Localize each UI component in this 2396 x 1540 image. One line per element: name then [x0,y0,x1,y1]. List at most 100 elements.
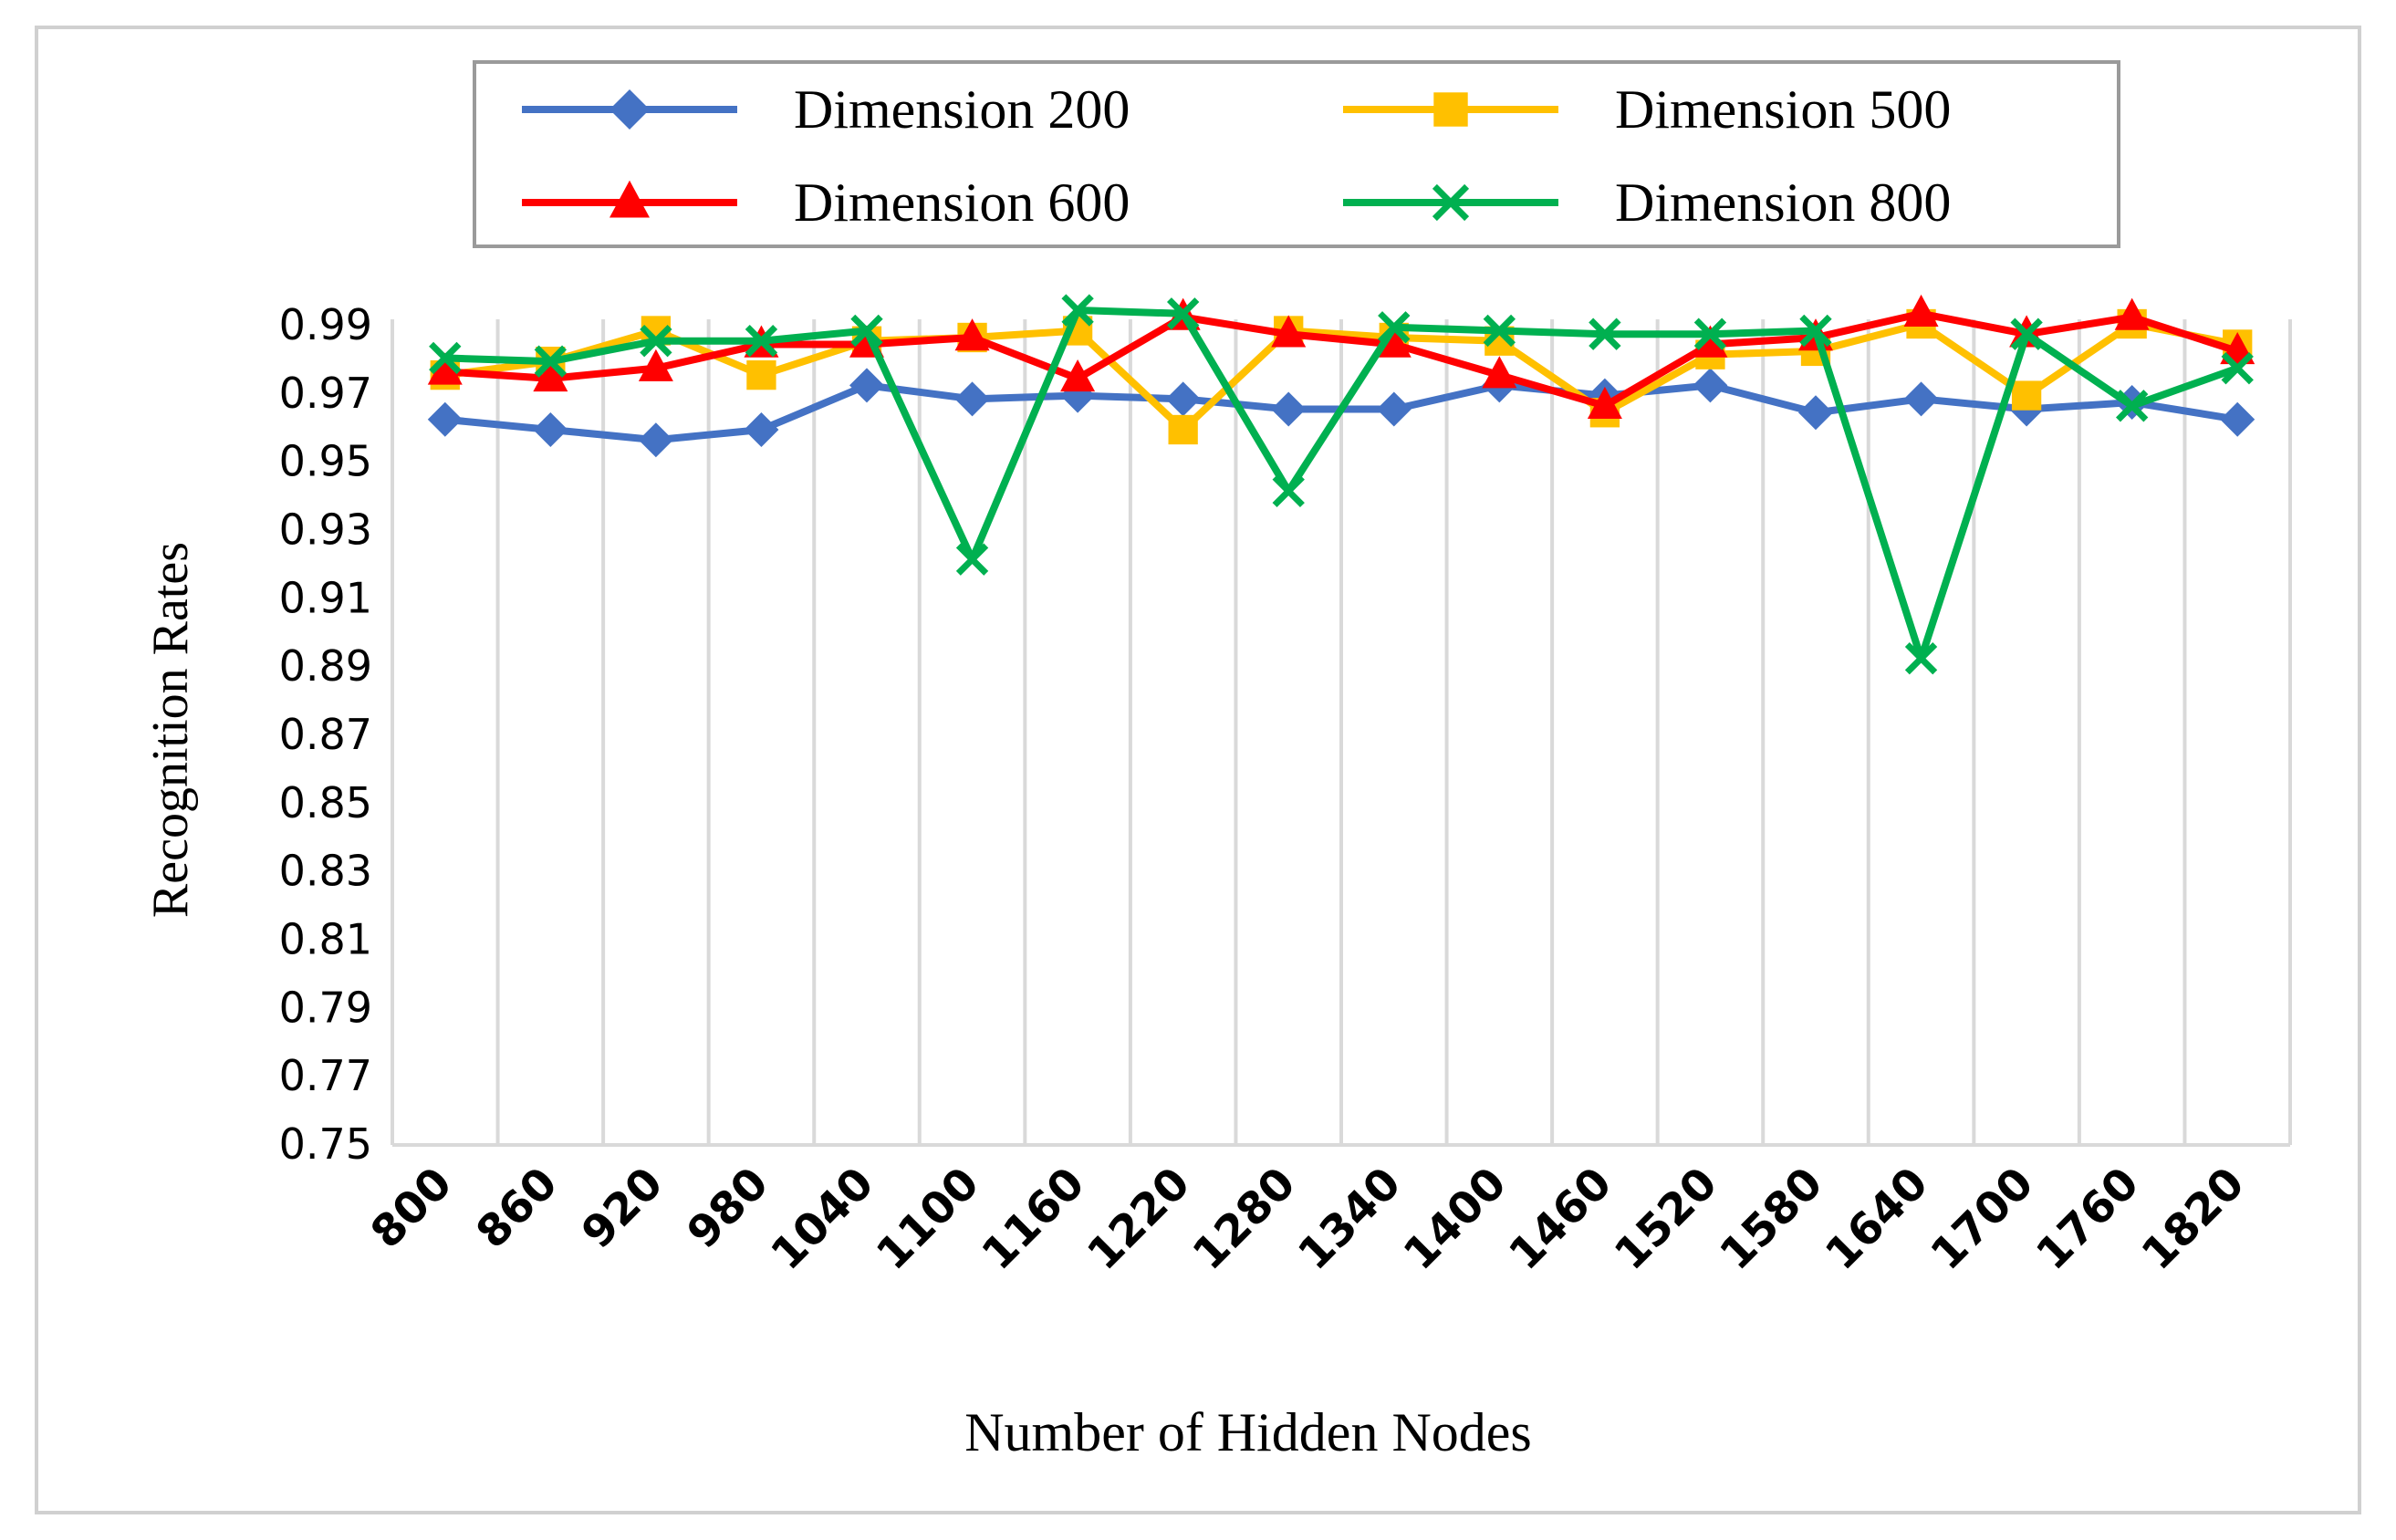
x-stroke [1272,474,1305,508]
y-tick-label: 0.75 [279,1119,372,1169]
data-point-triangle [954,318,990,351]
data-point-x [745,325,778,358]
data-point-x [1483,314,1516,348]
y-tick-label: 0.81 [279,915,372,964]
data-point-triangle [533,359,568,392]
data-point-x [2010,317,2043,350]
legend-label: Dimension 200 [794,79,1130,140]
series-dimension-800 [429,294,2254,675]
data-point-x [2115,390,2149,422]
legend-box [473,60,2120,248]
data-point-triangle [2114,297,2150,330]
data-point-diamond [533,411,568,447]
legend-entry: Dimension 800 [1343,172,1951,233]
y-tick-label: 0.97 [279,369,372,418]
x-axis-title: Number of Hidden Nodes [964,1402,1532,1462]
x-stroke [534,345,568,378]
data-point-triangle [638,349,673,381]
data-point-diamond [1798,395,1833,431]
y-axis-title: Recognition Rates [142,542,199,918]
data-point-x [1432,183,1470,222]
data-point-x [640,325,672,358]
data-point-x [429,341,462,375]
legend-entry: Dimension 200 [522,79,1130,140]
series-line [444,320,2238,433]
x-stroke [745,325,778,358]
data-point-diamond [1693,368,1728,403]
x-stroke [1166,297,1200,330]
y-tick-label: 0.93 [279,505,372,555]
y-tick-label: 0.79 [279,983,372,1032]
data-point-triangle [427,352,463,385]
data-point-triangle [1271,315,1307,348]
x-stroke [2115,390,2149,422]
legend-label: Dimension 800 [1615,172,1951,233]
data-point-x [1904,642,1938,675]
series-line [444,309,2239,410]
data-point-triangle [609,180,650,218]
y-tick-label: 0.91 [279,573,372,622]
y-tick-label: 0.83 [279,847,372,896]
x-stroke [1693,317,1727,350]
legend-label: Dimension 600 [794,172,1130,233]
legend [473,60,2120,248]
data-point-x [2221,351,2254,385]
data-point-triangle [1060,359,1096,392]
x-stroke [1799,314,1832,348]
x-stroke [1378,311,1411,344]
x-stroke [955,543,989,576]
data-point-triangle [1482,356,1517,389]
y-tick-label: 0.95 [279,437,372,486]
data-point-square [746,359,776,390]
data-point-square [2011,380,2042,411]
data-point-x [534,345,568,378]
y-tick-label: 0.85 [279,778,372,827]
data-point-x [955,543,989,576]
chart-border [35,26,2361,1514]
data-point-diamond [954,381,990,417]
data-point-diamond [1903,381,1939,417]
data-point-diamond [609,89,650,130]
data-point-square [1168,414,1198,445]
gridlines [495,319,2292,1145]
x-stroke [1904,642,1938,675]
data-point-x [1693,317,1727,350]
data-point-square [1433,92,1468,127]
x-stroke [1061,294,1094,327]
series-line [444,307,2239,662]
data-point-triangle [1693,325,1728,358]
x-stroke [850,314,883,348]
data-point-triangle [1376,325,1412,358]
y-tick-label: 0.89 [279,641,372,691]
legend-entries: Dimension 200 Dimension 500 Dimension 600 D… [522,79,1951,233]
legend-label: Dimension 500 [1615,79,1951,140]
x-stroke [1589,317,1621,350]
data-point-diamond [849,368,884,403]
x-stroke [2221,351,2254,385]
data-point-diamond [427,401,463,437]
data-point-diamond [638,422,673,458]
data-point-diamond [744,411,779,447]
data-point-x [1166,297,1200,330]
data-point-triangle [1587,386,1622,420]
x-stroke [429,341,462,375]
data-point-x [1378,311,1411,344]
axes [391,319,2290,1147]
data-point-triangle [1903,294,1939,328]
series-layer [427,294,2255,675]
legend-entry: Dimension 500 [1343,79,1951,140]
data-point-x [1272,474,1305,508]
data-point-diamond [2220,401,2255,437]
data-point-diamond [1165,381,1201,417]
x-stroke [640,325,672,358]
data-point-diamond [1376,391,1412,427]
x-stroke [1432,183,1470,222]
x-stroke [2010,317,2043,350]
data-point-x [850,314,883,348]
y-tick-label: 0.99 [279,300,372,349]
data-point-x [1799,314,1832,348]
y-tick-label: 0.77 [279,1051,372,1100]
data-point-diamond [1271,391,1307,427]
data-point-x [1589,317,1621,350]
